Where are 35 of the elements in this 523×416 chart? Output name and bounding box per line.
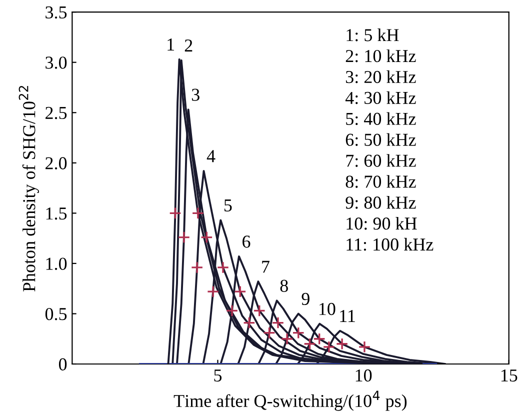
annotation: 3: 20 kHz bbox=[346, 70, 416, 84]
y-tick-label: 1.0 bbox=[46, 258, 67, 270]
x-tick-label: 15 bbox=[501, 369, 518, 382]
y-tick-label: 0.5 bbox=[45, 308, 67, 320]
annotation: 8 bbox=[280, 280, 288, 292]
y-tick-label: 0 bbox=[58, 358, 67, 370]
annotation: 2 bbox=[184, 40, 192, 52]
y-tick-label: 2.0 bbox=[46, 157, 67, 170]
y-axis-title: Photon density of SHG/10$^{22}$ bbox=[18, 86, 39, 292]
annotation: 7 bbox=[262, 260, 270, 273]
annotation: 11 bbox=[340, 310, 355, 322]
y-tick-label: 3.0 bbox=[46, 56, 67, 69]
y-tick-label: 2.5 bbox=[46, 106, 67, 120]
annotation: 4 bbox=[206, 150, 216, 162]
annotation: 4: 30 kHz bbox=[345, 91, 416, 104]
annotation: 3 bbox=[192, 88, 200, 101]
annotation: 6 bbox=[242, 236, 250, 248]
annotation: 9 bbox=[302, 292, 310, 306]
annotation: 2: 10 kHz bbox=[346, 49, 416, 62]
annotation: 6: 50 kHz bbox=[346, 133, 416, 146]
annotation: 10 bbox=[319, 302, 336, 316]
x-axis-title: Time after Q-switching/(10$^{4}$ ps) bbox=[174, 390, 407, 411]
y-tick-label: 1.5 bbox=[46, 208, 67, 220]
annotation: 8: 70 kHz bbox=[346, 175, 416, 188]
annotation: 9: 80 kHz bbox=[346, 196, 416, 209]
annotation: 1: 5 kH bbox=[346, 28, 399, 42]
annotation: 5: 40 kHz bbox=[346, 112, 416, 126]
y-tick-label: 3.5 bbox=[46, 6, 67, 19]
x-tick-label: 10 bbox=[356, 369, 372, 382]
annotation: 10: 90 kH bbox=[346, 216, 417, 230]
annotation: 11: 100 kHz bbox=[346, 238, 434, 251]
x-tick-label: 5 bbox=[214, 370, 222, 382]
annotation: 5 bbox=[224, 200, 232, 212]
annotation: 1 bbox=[168, 38, 174, 50]
annotation: 7: 60 kHz bbox=[346, 154, 416, 167]
